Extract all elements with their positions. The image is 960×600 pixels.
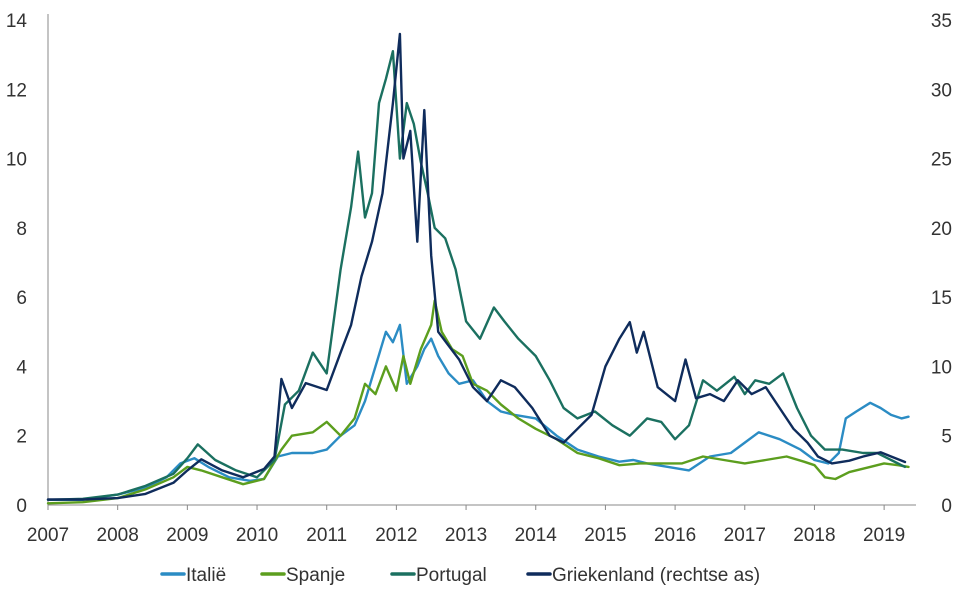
y-left-tick-label: 12 [6,80,27,101]
legend-label-itali: Italië [186,565,226,586]
legend-label-portugal: Portugal [416,565,487,586]
y-left-tick-label: 4 [16,357,27,378]
y-right-tick-label: 20 [931,219,952,240]
x-tick-label: 2007 [27,525,69,546]
legend-label-spanje: Spanje [286,565,345,586]
x-tick-label: 2008 [97,525,139,546]
y-right-tick-label: 35 [931,11,952,32]
series-line-portugal [46,50,907,501]
series-line-spanje [46,299,910,505]
legend: Italië Spanje Portugal Griekenland (rechtse… [160,565,760,586]
y-left-tick-label: 0 [16,496,27,517]
x-tick-label: 2013 [445,525,487,546]
legend-label-griekenland: Griekenland (rechtse as) [552,565,760,586]
y-left-tick-label: 6 [16,288,27,309]
y-right-tick-label: 25 [931,150,952,171]
axes: 0 2 4 6 8 10 12 14 0 5 10 15 20 25 30 35 2007 2008 2009 201… [6,11,952,546]
x-tick-label: 2011 [306,525,347,546]
x-tick-label: 2014 [515,525,558,546]
y-left-tick-label: 2 [16,427,27,448]
x-tick-label: 2012 [375,525,417,546]
x-tick-label: 2018 [793,525,835,546]
x-tick-label: 2017 [724,525,766,546]
x-tick-label: 2010 [236,525,278,546]
y-right-tick-label: 15 [931,288,952,309]
y-right-tick-label: 30 [931,80,952,101]
x-tick-label: 2009 [166,525,208,546]
y-left-tick-label: 8 [16,219,27,240]
series-lines [46,32,910,505]
x-tick-label: 2016 [654,525,696,546]
y-right-tick-label: 10 [931,357,952,378]
y-right-tick-label: 0 [941,496,952,517]
x-tick-label: 2019 [863,525,905,546]
y-right-tick-label: 5 [941,427,952,448]
series-line-griekenland [46,32,907,501]
y-left-tick-label: 10 [6,150,27,171]
x-tick-label: 2015 [584,525,626,546]
y-left-tick-label: 14 [6,11,28,32]
